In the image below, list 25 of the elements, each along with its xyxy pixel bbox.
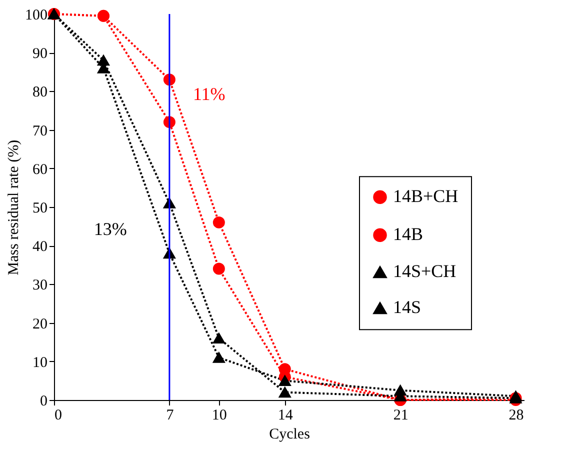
y-axis-title: Mass residual rate (%) [6, 140, 22, 276]
y-tick-label: 60 [32, 162, 48, 178]
y-tick-label: 10 [32, 354, 48, 371]
y-tick-label: 20 [32, 316, 48, 332]
x-axis-title: Cycles [269, 426, 310, 442]
y-tick-label: 90 [32, 46, 48, 62]
y-tick-label: 0 [40, 394, 48, 410]
annotation: 11% [192, 84, 226, 104]
y-tick-label: 100 [25, 8, 48, 24]
x-tick-label: 0 [54, 408, 62, 424]
y-tick-label: 40 [32, 239, 48, 256]
legend-label: 14B [393, 224, 424, 244]
legend-label: 14B+CH [393, 186, 458, 206]
annotation: 13% [94, 219, 127, 240]
y-tick-label: 50 [32, 200, 48, 216]
x-tick-label: 21 [393, 408, 408, 424]
y-tick-label: 30 [32, 278, 48, 294]
y-tick-label: 70 [32, 123, 48, 140]
y-tick-label: 80 [32, 84, 48, 101]
x-tick-label: 14 [278, 408, 294, 424]
x-tick-label: 28 [508, 408, 524, 424]
x-tick-label: 10 [212, 408, 227, 424]
legend-label: 14S [393, 297, 422, 318]
x-tick-label: 7 [166, 408, 174, 424]
legend-label: 14S+CH [393, 261, 456, 282]
